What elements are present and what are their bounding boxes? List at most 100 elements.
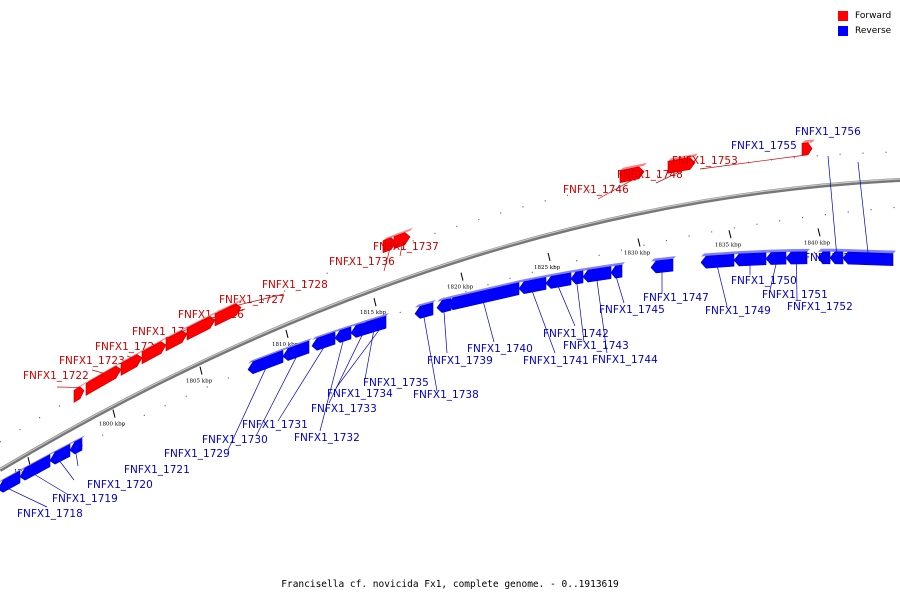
gene-fnfx1-1719[interactable]: FNFX1_1719 <box>19 451 118 505</box>
gene-top-face <box>830 248 846 252</box>
gene-leader-line <box>91 369 104 374</box>
gene-fnfx1-1753[interactable]: FNFX1_1753 <box>672 139 815 170</box>
gene-leader-line <box>399 245 403 257</box>
gene-label: FNFX1_1749 <box>705 305 771 317</box>
scale-tick-mark <box>728 230 732 239</box>
gene-top-face <box>383 232 399 241</box>
gene-fnfx1-1718[interactable]: FNFX1_1718 <box>0 467 83 520</box>
gene-fnfx1-1750[interactable]: FNFX1_1750 <box>731 249 797 287</box>
gene-top-face <box>248 347 286 364</box>
gene-label: FNFX1_1740 <box>467 343 533 355</box>
gene-arrow <box>700 253 735 269</box>
gene-label: FNFX1_1739 <box>427 355 493 367</box>
gene-fnfx1-1722[interactable]: FNFX1_1722 <box>23 370 89 403</box>
gene-fnfx1-1728[interactable]: FNFX1_1728 <box>214 279 328 327</box>
scale-tick-label: 1820 kbp <box>447 285 474 291</box>
gene-fnfx1-1721[interactable]: FNFX1_1721 <box>69 435 190 476</box>
gene-arrow <box>282 340 310 361</box>
gene-fnfx1-1744[interactable]: FNFX1_1744 <box>582 263 658 366</box>
gene-top-face <box>312 329 338 341</box>
legend-forward-swatch <box>838 10 848 21</box>
gene-fnfx1-1735[interactable]: FNFX1_1735 <box>360 313 429 389</box>
gene-fnfx1-1746[interactable]: FNFX1_1746 <box>563 162 647 200</box>
gene-fnfx1-1748[interactable]: FNFX1_1748 <box>617 153 698 184</box>
legend-forward-label: Forward <box>855 10 892 21</box>
gene-top-face <box>519 274 549 283</box>
gene-leader-line <box>443 312 448 354</box>
legend-reverse: Reverse <box>838 24 891 37</box>
gene-fnfx1-1743[interactable]: FNFX1_1743 <box>563 267 629 352</box>
gene-arrow <box>186 316 216 341</box>
scale-tick-label: 1825 kbp <box>534 265 561 271</box>
gene-fnfx1-1752[interactable]: FNFX1_1752 <box>785 248 853 313</box>
gene-top-face <box>843 248 896 254</box>
gene-label: FNFX1_1751 <box>762 289 828 301</box>
gene-top-face <box>786 248 810 253</box>
gene-fnfx1-1739[interactable]: FNFX1_1739 <box>427 295 493 367</box>
gene-arrow <box>85 365 122 396</box>
gene-leader-line <box>596 280 608 354</box>
gene-arrow <box>311 331 336 351</box>
backbone-shadow <box>0 178 900 472</box>
gene-leader-line <box>717 267 728 307</box>
gene-label: FNFX1_1743 <box>563 340 629 352</box>
gene-label: FNFX1_1729 <box>164 448 230 460</box>
gene-top-face <box>668 153 698 162</box>
gene-leader-line <box>277 347 324 422</box>
gene-label: FNFX1_1719 <box>52 493 118 505</box>
gene-arrow <box>360 315 387 335</box>
gene-fnfx1-1740[interactable]: FNFX1_1740 <box>447 279 533 355</box>
gene-fnfx1-1732[interactable]: FNFX1_1732 <box>294 323 360 444</box>
gene-fnfx1-1738[interactable]: FNFX1_1738 <box>413 299 479 401</box>
gene-fnfx1-1756[interactable]: FNFX1_1756 <box>795 126 896 266</box>
gene-leader-line <box>597 179 633 200</box>
gene-label: FNFX1_1737 <box>373 241 439 253</box>
gene-fnfx1-1747[interactable]: FNFX1_1747 <box>643 256 709 304</box>
legend-reverse-label: Reverse <box>855 25 892 36</box>
gene-arrow <box>829 251 844 265</box>
legend: Forward Reverse <box>838 9 891 39</box>
gene-fnfx1-1737[interactable]: FNFX1_1737 <box>373 227 439 257</box>
gene-leader-line <box>255 357 297 437</box>
gene-arrow <box>817 251 831 265</box>
gene-arrow <box>619 166 645 184</box>
gene-arrow <box>334 326 352 343</box>
gene-fnfx1-1729[interactable]: FNFX1_1729 <box>164 347 286 460</box>
gene-fnfx1-1745[interactable]: FNFX1_1745 <box>599 262 665 316</box>
gene-arrow <box>785 251 808 265</box>
gene-fnfx1-1741[interactable]: FNFX1_1741 <box>518 274 589 367</box>
gene-leader-line <box>699 154 808 170</box>
gene-fnfx1-1751[interactable]: FNFX1_1751 <box>762 249 828 301</box>
gene-label: FNFX1_1731 <box>242 419 308 431</box>
gene-leader-line <box>8 488 48 508</box>
gene-arrow <box>518 276 547 294</box>
gene-fnfx1-1736[interactable]: FNFX1_1736 <box>329 232 399 272</box>
gene-leader-line <box>558 286 576 327</box>
gene-fnfx1-1731[interactable]: FNFX1_1731 <box>242 329 338 431</box>
gene-arrow <box>165 330 188 352</box>
gene-arrow <box>610 264 623 279</box>
legend-reverse-swatch <box>838 25 848 36</box>
gene-fnfx1-1742[interactable]: FNFX1_1742 <box>543 269 609 340</box>
gene-arrow <box>650 258 674 274</box>
gene-top-face <box>437 295 454 302</box>
gene-leader-line <box>227 293 285 308</box>
gene-arrow <box>0 470 21 493</box>
scale-tick-label: 1830 kbp <box>624 250 651 256</box>
gene-label: FNFX1_1733 <box>311 403 377 415</box>
gene-fnfx1-1730[interactable]: FNFX1_1730 <box>202 338 312 446</box>
gene-leader-line <box>59 461 75 481</box>
scale-tick-label: 1800 kbp <box>99 422 126 428</box>
gene-leader-line <box>483 302 495 343</box>
gene-fnfx1-1749[interactable]: FNFX1_1749 <box>700 251 771 317</box>
gene-top-face <box>701 251 737 257</box>
gene-leader-line <box>857 161 869 253</box>
gene-leader-line <box>34 474 68 495</box>
gene-fnfx1-1720[interactable]: FNFX1_1720 <box>49 441 153 491</box>
scale-tick-mark <box>547 252 551 261</box>
gene-fnfx1-1723[interactable]: FNFX1_1723 <box>59 355 125 396</box>
gene-arrow <box>19 454 51 481</box>
gene-fnfx1-1755[interactable]: FNFX1_1755 <box>731 140 846 265</box>
gene-leader-line <box>616 277 625 304</box>
